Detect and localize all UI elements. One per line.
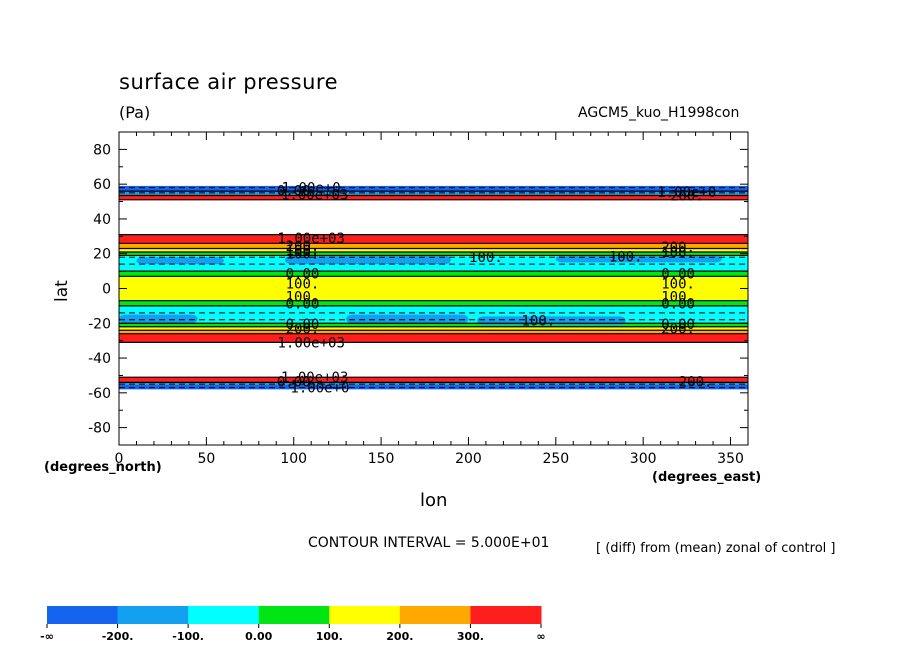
- contour-band: [119, 234, 748, 244]
- contour-label: 0.00: [286, 267, 320, 283]
- y-tick-label: 80: [93, 142, 111, 158]
- contour-label: 100.: [286, 247, 320, 263]
- y-tick-label: 0: [102, 282, 111, 298]
- contour-label: 100.: [286, 276, 320, 292]
- x-axis-units: (degrees_east): [652, 470, 762, 485]
- contour-label: 200.: [670, 188, 704, 204]
- y-tick-label: -80: [88, 421, 111, 437]
- x-tick-label: 150: [368, 451, 395, 467]
- colorbar-label: 200.: [386, 630, 413, 643]
- x-axis-label: lon: [420, 490, 448, 511]
- contour-band: [119, 248, 748, 252]
- contour-label: 1.00e+0: [290, 381, 349, 397]
- contour-band: [119, 185, 748, 193]
- colorbar-segment: [329, 606, 401, 624]
- comparison-note: [ (diff) from (mean) zonal of control ]: [596, 541, 836, 556]
- colorbar-segment: [399, 606, 471, 624]
- contour-patch: [119, 314, 198, 324]
- contour-label: 0.00: [661, 296, 695, 312]
- contour-label: 100.: [469, 250, 503, 266]
- contour-label: 100.: [286, 289, 320, 305]
- contour-label: 1.00e+03: [281, 370, 348, 386]
- contour-label: 100.: [661, 276, 695, 292]
- colorbar-label: ∞: [536, 630, 545, 643]
- contour-label: 0.00: [277, 375, 311, 391]
- y-axis-units: (degrees_north): [44, 460, 162, 475]
- contour-label: 0.00: [277, 183, 311, 199]
- colorbar-label: 300.: [457, 630, 484, 643]
- contour-label: 200.: [661, 321, 695, 337]
- x-tick-label: 350: [717, 451, 744, 467]
- y-tick-label: 60: [93, 177, 111, 193]
- contour-label: 200.: [661, 240, 695, 256]
- contour-band: [119, 377, 748, 383]
- contour-patch: [136, 257, 224, 265]
- colorbar-label: 100.: [316, 630, 343, 643]
- contour-band: [119, 333, 748, 343]
- colorbar-segment: [258, 606, 330, 624]
- contour-band: [119, 194, 748, 200]
- chart-title: surface air pressure: [119, 70, 339, 94]
- colorbar-label: -∞: [40, 630, 54, 643]
- contour-band: [119, 276, 748, 301]
- colorbar-segment: [470, 606, 542, 624]
- x-tick-label: 250: [542, 451, 569, 467]
- y-tick-label: 40: [93, 212, 111, 228]
- run-id-label: AGCM5_kuo_H1998con: [578, 105, 740, 121]
- contour-label: 1.00e+0: [282, 181, 341, 197]
- contour-label: 100.: [661, 289, 695, 305]
- colorbar-label: -100.: [172, 630, 204, 643]
- colorbar-label: -200.: [102, 630, 134, 643]
- contour-band: [119, 300, 748, 306]
- contour-label: 0.00: [286, 296, 320, 312]
- contour-label: 1.00e+03: [277, 335, 344, 351]
- y-tick-label: -60: [88, 386, 111, 402]
- contour-label: 0.00: [286, 317, 320, 333]
- contour-label: 0.00: [661, 267, 695, 283]
- contour-label: 1.00e+03: [281, 188, 348, 204]
- x-tick-label: 200: [455, 451, 482, 467]
- contour-label: 100.: [609, 249, 643, 265]
- contour-label: 200.: [679, 375, 713, 391]
- contour-label: 200.: [286, 239, 320, 255]
- x-tick-label: 300: [630, 451, 657, 467]
- contour-interval-label: CONTOUR INTERVAL = 5.000E+01: [308, 535, 550, 551]
- colorbar-segment: [47, 606, 119, 624]
- contour-band: [119, 330, 748, 334]
- colorbar-label: 0.00: [245, 630, 272, 643]
- contour-band: [119, 326, 748, 331]
- contour-band: [119, 251, 748, 256]
- contour-band: [119, 323, 748, 327]
- colorbar-segment: [188, 606, 260, 624]
- contour-label: 100.: [661, 245, 695, 261]
- contour-label: 1.00e+03: [277, 231, 344, 247]
- y-tick-label: 20: [93, 247, 111, 263]
- colorbar-segment: [117, 606, 189, 624]
- units-label: (Pa): [119, 103, 151, 122]
- contour-label: 100.: [521, 314, 555, 330]
- y-tick-label: -20: [88, 316, 111, 332]
- contour-band: [119, 271, 748, 277]
- y-tick-label: -40: [88, 351, 111, 367]
- x-tick-label: 50: [197, 451, 215, 467]
- contour-label: 200.: [286, 321, 320, 337]
- contour-label: 100.: [286, 243, 320, 259]
- contour-band: [119, 243, 748, 249]
- contour-label: 1.00e+0: [657, 185, 716, 201]
- contour-label: 0.00: [661, 317, 695, 333]
- contour-patch: [346, 314, 469, 324]
- x-tick-label: 100: [280, 451, 307, 467]
- x-tick-label: 0: [115, 451, 124, 467]
